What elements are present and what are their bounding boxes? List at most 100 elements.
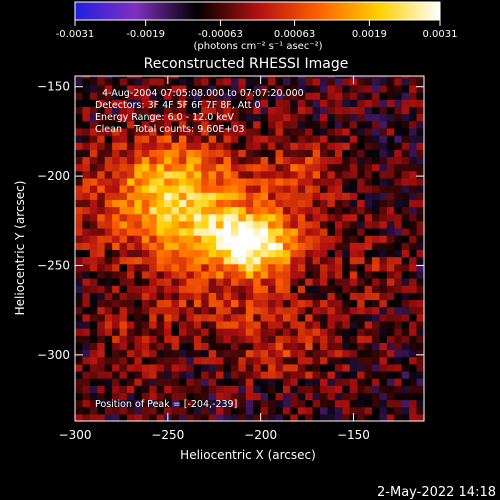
heatmap-cell [178, 313, 187, 322]
heatmap-cell [297, 227, 306, 236]
heatmap-cell [193, 113, 202, 122]
heatmap-cell [394, 342, 403, 351]
heatmap-cell [364, 277, 373, 286]
heatmap-cell [126, 177, 136, 186]
heatmap-cell [327, 76, 336, 79]
heatmap-cell [201, 413, 210, 422]
heatmap-cell [253, 313, 262, 322]
colorbar-tick-label: -0.00063 [198, 29, 243, 40]
heatmap-cell [75, 127, 84, 136]
heatmap-cell [275, 199, 284, 208]
heatmap-cell [156, 306, 165, 315]
heatmap-cell [156, 99, 165, 107]
heatmap-cell [253, 385, 262, 393]
heatmap-cell [208, 313, 217, 322]
heatmap-cell [327, 120, 336, 129]
heatmap-cell [305, 335, 314, 343]
heatmap-cell [164, 192, 173, 200]
heatmap-cell [82, 392, 91, 401]
heatmap-cell [97, 328, 106, 336]
heatmap-cell [268, 263, 277, 272]
heatmap-cell [364, 199, 373, 208]
heatmap-cell [297, 134, 306, 143]
heatmap-cell [75, 142, 84, 150]
heatmap-cell [149, 406, 158, 415]
heatmap-cell [312, 177, 321, 186]
heatmap-cell [112, 320, 121, 329]
heatmap-cell [104, 227, 113, 236]
heatmap-cell [216, 149, 225, 158]
heatmap-cell [327, 392, 336, 401]
heatmap-cell [186, 385, 195, 393]
heatmap-cell [275, 170, 284, 179]
heatmap-cell [386, 84, 395, 93]
heatmap-cell [119, 185, 128, 193]
heatmap-cell [320, 213, 329, 222]
heatmap-cell [223, 292, 232, 301]
heatmap-cell [282, 270, 291, 279]
heatmap-cell [97, 227, 106, 236]
heatmap-cell [253, 177, 262, 186]
heatmap-cell [357, 385, 366, 393]
heatmap-cell [386, 356, 395, 365]
heatmap-cell [260, 206, 269, 215]
heatmap-cell [119, 213, 128, 222]
heatmap-cell [178, 192, 187, 200]
heatmap-cell [401, 77, 410, 86]
heatmap-cell [82, 263, 91, 272]
heatmap-cell [201, 127, 210, 136]
heatmap-cell [275, 349, 284, 358]
heatmap-cell [104, 220, 113, 229]
heatmap-cell [364, 213, 373, 222]
heatmap-cell [409, 192, 418, 200]
heatmap-cell [178, 134, 187, 143]
heatmap-cell [379, 227, 388, 236]
heatmap-cell [134, 385, 143, 393]
heatmap-cell [297, 163, 306, 172]
heatmap-cell [394, 177, 403, 186]
heatmap-cell [119, 127, 128, 136]
heatmap-cell [82, 192, 91, 200]
heatmap-cell [223, 163, 232, 172]
heatmap-cell [297, 313, 306, 322]
heatmap-cell [149, 392, 158, 401]
heatmap-cell [357, 277, 366, 286]
heatmap-cell [178, 335, 187, 343]
heatmap-cell [134, 335, 143, 343]
heatmap-cell [357, 113, 366, 122]
heatmap-cell [97, 349, 106, 358]
heatmap-cell [82, 213, 91, 222]
heatmap-cell [305, 220, 314, 229]
heatmap-cell [186, 199, 195, 208]
heatmap-cell [260, 363, 269, 372]
heatmap-cell [156, 227, 165, 236]
heatmap-cell [416, 313, 425, 322]
heatmap-cell [134, 292, 143, 301]
heatmap-cell [327, 113, 336, 122]
heatmap-cell [164, 156, 173, 165]
heatmap-cell [275, 363, 284, 372]
heatmap-cell [238, 406, 247, 415]
heatmap-cell [275, 142, 284, 150]
heatmap-cell [401, 270, 410, 279]
heatmap-cell [253, 192, 262, 200]
heatmap-cell [334, 370, 343, 379]
heatmap-cell [89, 149, 98, 158]
heatmap-cell [275, 99, 284, 107]
heatmap-cell [327, 99, 336, 107]
heatmap-cell [164, 163, 173, 172]
heatmap-cell [297, 356, 306, 365]
heatmap-cell [230, 406, 239, 415]
heatmap-cell [327, 227, 336, 236]
heatmap-cell [282, 249, 291, 258]
heatmap-cell [416, 106, 425, 115]
heatmap-cell [297, 392, 306, 401]
heatmap-cell [230, 342, 239, 351]
heatmap-cell [193, 156, 202, 165]
heatmap-cell [253, 392, 262, 401]
heatmap-cell [327, 413, 336, 422]
heatmap-cell [320, 335, 329, 343]
heatmap-cell [141, 277, 150, 286]
heatmap-cell [89, 413, 98, 422]
heatmap-cell [193, 270, 202, 279]
